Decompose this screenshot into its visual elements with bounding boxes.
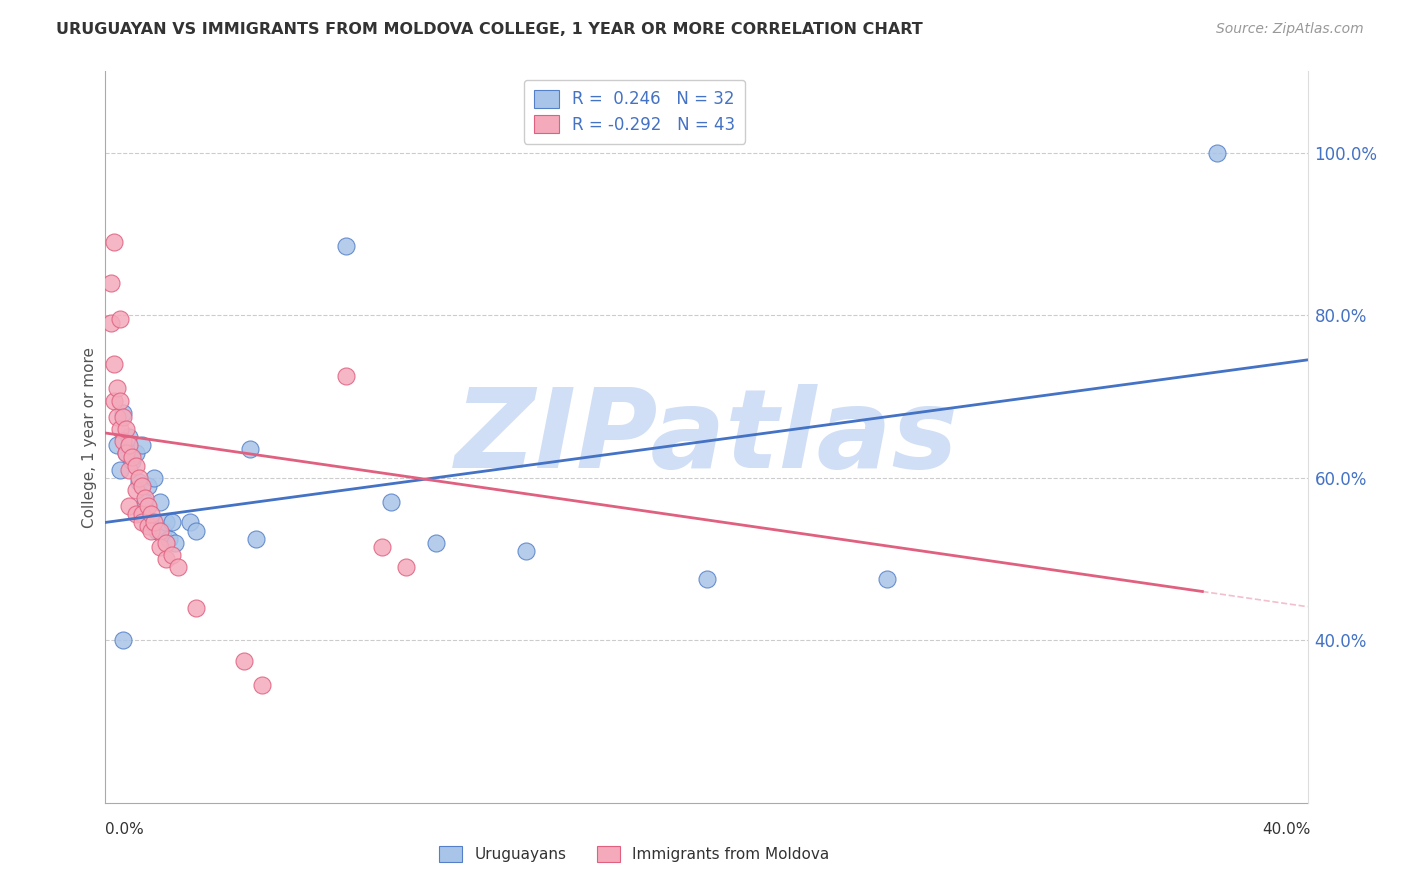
Point <box>160 516 183 530</box>
Point <box>139 516 162 530</box>
Point <box>128 475 150 489</box>
Point <box>103 357 125 371</box>
Point <box>163 535 186 549</box>
Point <box>118 462 141 476</box>
Point <box>100 316 122 330</box>
Point <box>1206 145 1229 160</box>
Point <box>131 516 153 530</box>
Point <box>107 381 129 395</box>
Point <box>115 446 138 460</box>
Point <box>136 519 159 533</box>
Point <box>118 430 141 444</box>
Point <box>148 495 170 509</box>
Legend: Uruguayans, Immigrants from Moldova: Uruguayans, Immigrants from Moldova <box>433 839 835 868</box>
Point <box>134 495 156 509</box>
Point <box>395 560 418 574</box>
Text: 0.0%: 0.0% <box>105 822 145 837</box>
Point <box>124 446 146 460</box>
Point <box>142 471 165 485</box>
Point <box>380 495 402 509</box>
Point <box>232 654 254 668</box>
Point <box>239 442 262 457</box>
Point <box>166 560 188 574</box>
Point <box>112 434 135 449</box>
Point <box>250 678 273 692</box>
Point <box>148 540 170 554</box>
Point <box>136 499 159 513</box>
Point <box>152 524 174 538</box>
Point <box>100 276 122 290</box>
Point <box>155 516 177 530</box>
Point <box>335 369 357 384</box>
Text: 40.0%: 40.0% <box>1263 822 1310 837</box>
Point <box>110 462 132 476</box>
Y-axis label: College, 1 year or more: College, 1 year or more <box>82 347 97 527</box>
Point <box>128 471 150 485</box>
Point <box>179 516 201 530</box>
Point <box>142 516 165 530</box>
Text: ZIPatlas: ZIPatlas <box>454 384 959 491</box>
Point <box>115 446 138 460</box>
Point <box>131 508 153 522</box>
Point <box>103 393 125 408</box>
Point <box>184 600 207 615</box>
Text: Source: ZipAtlas.com: Source: ZipAtlas.com <box>1216 22 1364 37</box>
Point <box>139 524 162 538</box>
Point <box>335 239 357 253</box>
Point <box>103 235 125 249</box>
Point <box>118 499 141 513</box>
Point <box>148 524 170 538</box>
Point <box>115 422 138 436</box>
Point <box>112 409 135 424</box>
Point <box>131 479 153 493</box>
Point <box>876 572 898 586</box>
Point <box>134 491 156 505</box>
Point <box>155 535 177 549</box>
Point <box>696 572 718 586</box>
Point <box>110 422 132 436</box>
Point <box>131 438 153 452</box>
Point <box>110 312 132 326</box>
Point <box>110 393 132 408</box>
Point <box>184 524 207 538</box>
Point <box>139 508 162 522</box>
Point <box>124 508 146 522</box>
Point <box>157 532 180 546</box>
Point <box>425 535 447 549</box>
Point <box>118 438 141 452</box>
Point <box>107 438 129 452</box>
Point <box>145 524 167 538</box>
Text: URUGUAYAN VS IMMIGRANTS FROM MOLDOVA COLLEGE, 1 YEAR OR MORE CORRELATION CHART: URUGUAYAN VS IMMIGRANTS FROM MOLDOVA COL… <box>56 22 922 37</box>
Point <box>160 548 183 562</box>
Point <box>136 479 159 493</box>
Point <box>112 406 135 420</box>
Point <box>155 552 177 566</box>
Point <box>112 633 135 648</box>
Point <box>121 450 143 465</box>
Point <box>371 540 394 554</box>
Point <box>124 483 146 497</box>
Point <box>121 454 143 468</box>
Point <box>107 409 129 424</box>
Point <box>124 458 146 473</box>
Point <box>515 544 537 558</box>
Point <box>245 532 267 546</box>
